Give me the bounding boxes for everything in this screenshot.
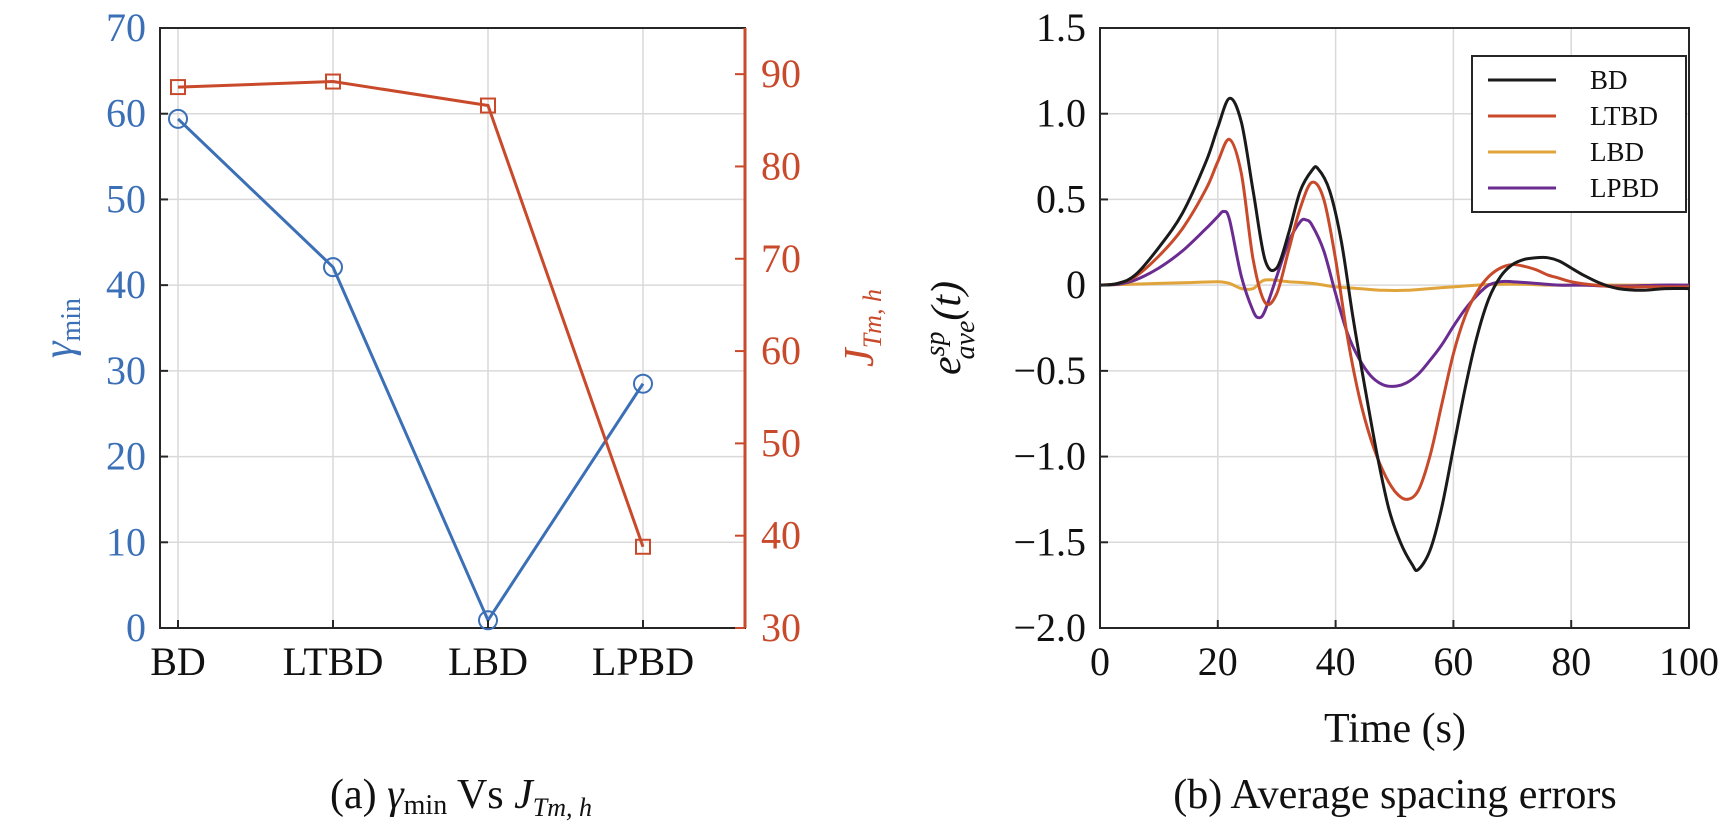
panel-b-x-tick-label: 20	[1198, 639, 1238, 684]
panel-b-series-line-ltbd	[1099, 137, 1689, 501]
panel-a-right-tick-label: 60	[761, 328, 801, 373]
panel-a-point-j-cost	[170, 79, 186, 96]
panel-a-left-axis: 0 10 20 30 40 50 60 70	[106, 5, 168, 650]
panel-a-x-tick-label: LBD	[448, 639, 528, 684]
panel-b-y-tick-label: −1.5	[1013, 519, 1086, 564]
panel-b-y-tick-label: 1.0	[1036, 91, 1086, 136]
panel-a-x-tick-label: LPBD	[592, 639, 694, 684]
panel-b-x-tick-label: 60	[1433, 639, 1473, 684]
panel-b-x-tick-label: 100	[1659, 639, 1719, 684]
panel-a-left-tick-label: 60	[106, 91, 146, 136]
panel-a-point-gamma-min	[478, 610, 498, 631]
panel-b-legend-label-ltbd: LTBD	[1590, 101, 1658, 131]
panel-a-right-tick-label: 90	[761, 51, 801, 96]
panel-a-series-line-gamma-min	[176, 117, 645, 624]
panel-b-legend-box	[1471, 55, 1687, 213]
panel-b-chart: −2.0−1.5−1.0−0.500.51.01.5 0 20 40 60 80 100 …	[920, 5, 1719, 818]
panel-b-y-tick-label: −1.0	[1013, 434, 1086, 479]
panel-a-left-tick-label: 50	[106, 176, 146, 221]
panel-a-x-axis: BD LTBD LBD LPBD	[150, 620, 694, 684]
panel-a-left-tick-label: 20	[106, 434, 146, 479]
panel-b-y-axis-label: espave(t)	[920, 281, 981, 375]
panel-a-x-tick-label: LTBD	[283, 639, 384, 684]
panel-b-series	[1099, 96, 1690, 572]
panel-a-point-j-cost	[480, 97, 496, 114]
panel-b-x-tick-label: 80	[1551, 639, 1591, 684]
panel-a-left-tick-label: 0	[126, 605, 146, 650]
panel-b-y-tick-label: 0	[1066, 262, 1086, 307]
panel-b-x-tick-label: 0	[1090, 639, 1110, 684]
panel-a-left-tick-label: 30	[106, 348, 146, 393]
panel-b-y-axis: −2.0 −1.5 −1.0 −0.5 0 0.5 1.0 1.5	[1013, 5, 1108, 650]
panel-a-right-tick-label: 40	[761, 513, 801, 558]
panel-a-left-axis-label: γmin	[36, 298, 87, 358]
panel-a-point-gamma-min	[168, 108, 188, 129]
panel-a-point-j-cost	[325, 73, 341, 90]
panel-b-series-line-bd	[1099, 96, 1690, 572]
panel-a-left-tick-label: 40	[106, 262, 146, 307]
panel-b-plot-frame	[1099, 27, 1690, 629]
panel-a-left-tick-label: 70	[106, 5, 146, 50]
panel-a-right-tick-label: 30	[761, 605, 801, 650]
panel-a-point-gamma-min	[323, 257, 343, 278]
panel-b-legend-label-lbd: LBD	[1590, 137, 1644, 167]
panel-b-y-tick-label: 1.5	[1036, 5, 1086, 50]
panel-b-caption: (b) Average spacing errors	[1173, 772, 1617, 818]
panel-b-legend: BD LTBD LBD LPBD	[1471, 55, 1687, 213]
panel-b-series-line-lpbd	[1099, 209, 1690, 388]
panel-a-point-gamma-min	[633, 373, 653, 394]
panel-b-y-tick-label: −2.0	[1013, 605, 1086, 650]
panel-a-right-axis-label: JTm, h	[837, 289, 887, 367]
panel-b-legend-label-lpbd: LPBD	[1590, 173, 1659, 203]
panel-a-left-tick-label: 10	[106, 519, 146, 564]
panel-b-x-axis: 0 20 40 60 80 100	[1090, 620, 1719, 684]
panel-a-point-j-cost	[635, 538, 651, 555]
panel-a-right-axis: 30 40 50 60 70 80 90	[735, 28, 801, 650]
panel-a-caption: (a) γmin Vs JTm, h	[330, 772, 592, 822]
panel-b-y-tick-label: 0.5	[1036, 176, 1086, 221]
panel-b-x-tick-label: 40	[1316, 639, 1356, 684]
panel-b-legend-label-bd: BD	[1590, 65, 1628, 95]
panel-a-chart: 0 10 20 30 40 50 60 70 30 40 50 60 70 80 90 BD LTBD LBD…	[36, 5, 887, 822]
panel-a-right-tick-label: 50	[761, 420, 801, 465]
panel-a-x-tick-label: BD	[150, 639, 206, 684]
panel-a-right-tick-label: 80	[761, 143, 801, 188]
panel-b-y-tick-label: −0.5	[1013, 348, 1086, 393]
panel-a-series	[168, 73, 653, 631]
panel-a-right-tick-label: 70	[761, 236, 801, 281]
panel-a-series-line-j-cost	[177, 79, 645, 548]
panel-b-x-axis-label: Time (s)	[1324, 706, 1466, 752]
